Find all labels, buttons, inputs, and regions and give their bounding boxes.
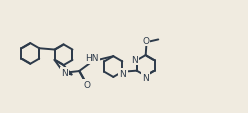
- Text: N: N: [142, 74, 149, 83]
- Text: N: N: [131, 55, 138, 64]
- Text: O: O: [142, 36, 149, 45]
- Text: N: N: [120, 70, 126, 79]
- Text: O: O: [84, 80, 91, 89]
- Text: HN: HN: [85, 54, 98, 63]
- Text: N: N: [61, 69, 68, 78]
